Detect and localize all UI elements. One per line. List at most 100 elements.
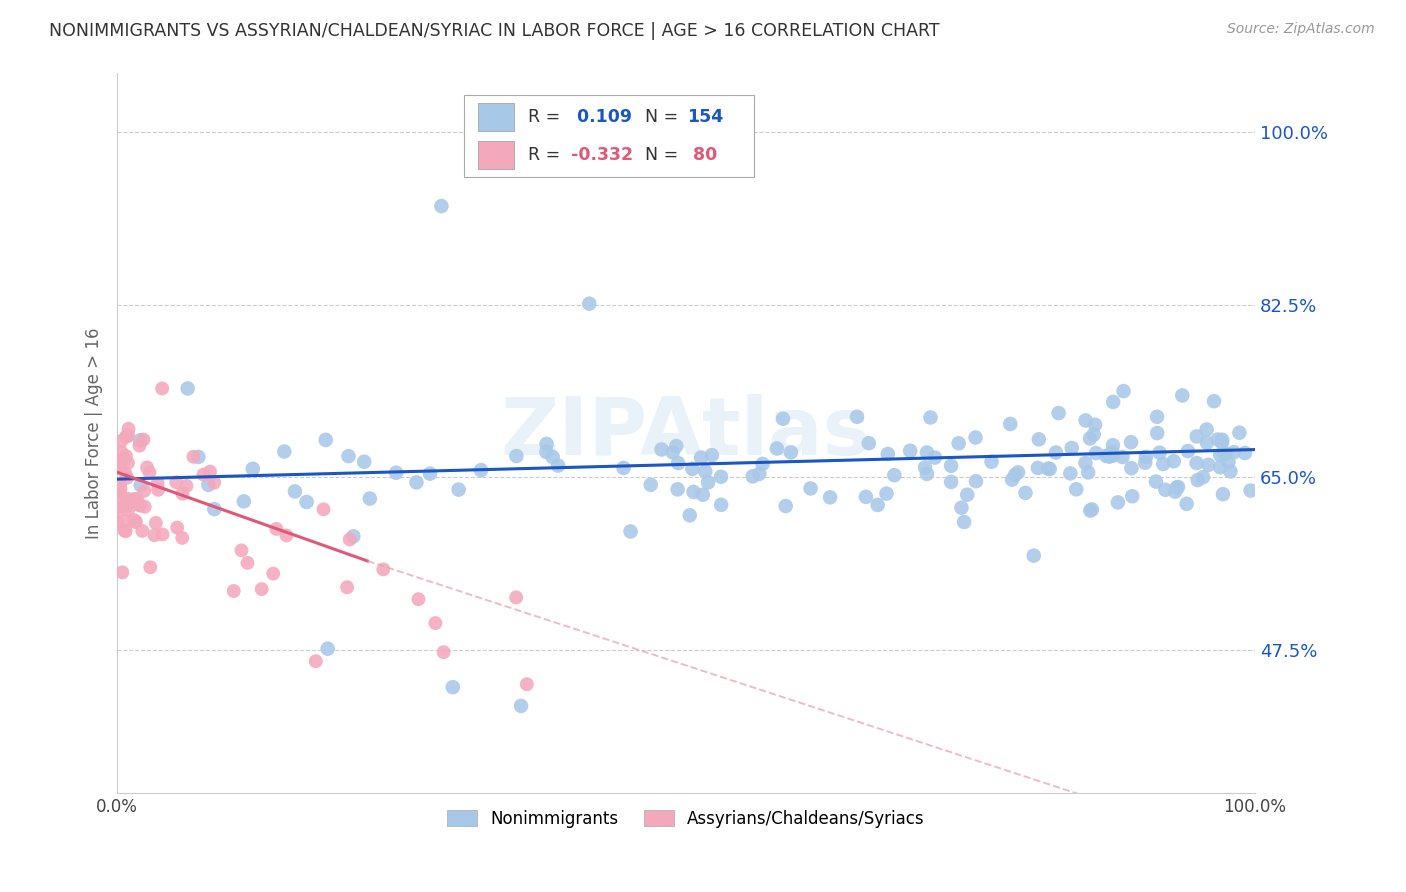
Text: Source: ZipAtlas.com: Source: ZipAtlas.com bbox=[1227, 22, 1375, 37]
Point bbox=[115, 429, 138, 443]
Point bbox=[107, 452, 129, 467]
Text: N =: N = bbox=[634, 108, 683, 126]
Point bbox=[876, 486, 898, 500]
Point bbox=[115, 429, 138, 443]
Point bbox=[920, 410, 942, 425]
Point bbox=[166, 520, 188, 534]
Point bbox=[666, 456, 689, 470]
Point bbox=[242, 462, 264, 476]
Text: R =: R = bbox=[527, 108, 565, 126]
Point bbox=[1036, 461, 1059, 475]
Point bbox=[1047, 406, 1070, 420]
Point bbox=[800, 482, 823, 496]
Point bbox=[1098, 449, 1121, 463]
Point bbox=[1081, 502, 1104, 516]
Point bbox=[236, 556, 259, 570]
Point bbox=[1112, 384, 1135, 398]
Point bbox=[143, 528, 166, 542]
Point bbox=[425, 616, 447, 631]
Point bbox=[108, 484, 131, 499]
Point bbox=[1146, 426, 1168, 441]
Point bbox=[1085, 446, 1108, 460]
Point bbox=[250, 582, 273, 596]
Point bbox=[305, 654, 328, 668]
Point bbox=[692, 488, 714, 502]
Point bbox=[122, 513, 145, 527]
Point bbox=[772, 411, 794, 425]
Point bbox=[183, 450, 205, 464]
Point bbox=[115, 471, 138, 485]
Point bbox=[1166, 481, 1188, 495]
Point bbox=[1211, 433, 1233, 447]
Point bbox=[114, 499, 136, 513]
Point bbox=[165, 475, 187, 490]
Point bbox=[132, 433, 155, 447]
Point bbox=[965, 474, 987, 488]
Point bbox=[1144, 475, 1167, 489]
Point bbox=[1171, 388, 1194, 402]
Point bbox=[1102, 438, 1125, 452]
Point bbox=[578, 296, 600, 310]
Point bbox=[1167, 480, 1189, 494]
Point bbox=[780, 445, 803, 459]
Point bbox=[748, 467, 770, 481]
Point bbox=[373, 562, 395, 576]
Point bbox=[1164, 484, 1187, 499]
Point bbox=[1233, 446, 1256, 460]
Point bbox=[117, 428, 139, 442]
Point bbox=[541, 450, 564, 464]
Point bbox=[129, 478, 152, 492]
Point bbox=[124, 515, 146, 529]
Point bbox=[148, 483, 170, 497]
Point bbox=[1004, 467, 1026, 482]
Point bbox=[114, 514, 136, 528]
Point bbox=[266, 522, 288, 536]
Point bbox=[430, 199, 453, 213]
Point bbox=[128, 439, 150, 453]
Point bbox=[1026, 461, 1049, 475]
Point bbox=[1219, 464, 1241, 478]
Point bbox=[679, 508, 702, 523]
Point bbox=[1102, 449, 1125, 463]
Point bbox=[914, 460, 936, 475]
Point bbox=[408, 592, 430, 607]
Point bbox=[359, 491, 381, 506]
FancyBboxPatch shape bbox=[478, 103, 515, 130]
Point bbox=[640, 477, 662, 491]
Point bbox=[619, 524, 641, 539]
Point bbox=[741, 469, 763, 483]
Point bbox=[276, 528, 298, 542]
Point bbox=[111, 566, 134, 580]
Point bbox=[751, 457, 773, 471]
Text: 0.109: 0.109 bbox=[571, 108, 633, 126]
Point bbox=[700, 448, 723, 462]
Point bbox=[682, 485, 704, 500]
Point bbox=[1014, 486, 1036, 500]
Point bbox=[924, 450, 946, 465]
Point bbox=[1195, 435, 1218, 450]
Point bbox=[613, 461, 636, 475]
Point bbox=[898, 443, 921, 458]
Text: 80: 80 bbox=[688, 146, 717, 164]
Point bbox=[110, 461, 132, 475]
Text: NONIMMIGRANTS VS ASSYRIAN/CHALDEAN/SYRIAC IN LABOR FORCE | AGE > 16 CORRELATION : NONIMMIGRANTS VS ASSYRIAN/CHALDEAN/SYRIA… bbox=[49, 22, 939, 40]
Point bbox=[695, 464, 717, 478]
Point bbox=[1119, 435, 1142, 450]
Point bbox=[273, 444, 295, 458]
Point bbox=[1177, 444, 1199, 458]
Point bbox=[1028, 433, 1050, 447]
Point bbox=[353, 455, 375, 469]
Point bbox=[136, 460, 159, 475]
Point bbox=[980, 455, 1002, 469]
Point bbox=[1209, 460, 1232, 475]
Point bbox=[1154, 483, 1177, 497]
Point bbox=[231, 543, 253, 558]
Point bbox=[1175, 497, 1198, 511]
Point bbox=[150, 381, 173, 395]
FancyBboxPatch shape bbox=[464, 95, 754, 178]
Point bbox=[661, 445, 683, 459]
FancyBboxPatch shape bbox=[478, 141, 515, 169]
Point bbox=[110, 444, 132, 458]
Point bbox=[1102, 395, 1125, 409]
Point bbox=[1078, 503, 1101, 517]
